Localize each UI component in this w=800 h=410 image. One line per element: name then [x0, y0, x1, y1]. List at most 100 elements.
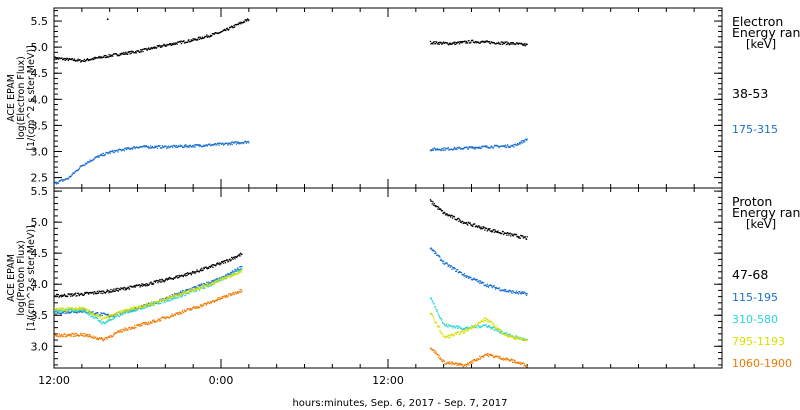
data-point: [481, 146, 483, 148]
data-point: [117, 330, 120, 332]
data-point: [435, 252, 437, 254]
data-point: [431, 42, 433, 44]
data-point: [148, 304, 150, 306]
data-point: [227, 275, 229, 277]
data-point: [178, 293, 181, 295]
data-point: [451, 361, 454, 363]
data-point: [238, 254, 240, 257]
data-point: [54, 182, 56, 185]
data-point: [133, 327, 135, 329]
data-point: [441, 360, 443, 362]
data-point: [165, 44, 167, 46]
data-point: [128, 309, 130, 311]
data-point: [238, 291, 240, 293]
data-point: [96, 293, 98, 295]
data-point: [166, 296, 168, 298]
data-point: [487, 229, 489, 231]
data-point: [83, 294, 85, 296]
data-point: [213, 301, 216, 303]
data-point: [198, 144, 200, 146]
data-point: [101, 337, 103, 340]
data-point: [120, 312, 122, 314]
data-point: [247, 140, 249, 143]
data-point: [173, 144, 175, 146]
data-point: [448, 214, 450, 216]
data-point: [482, 227, 485, 229]
data-point: [95, 315, 98, 317]
data-point: [222, 144, 225, 146]
data-point: [62, 58, 64, 60]
data-point: [210, 281, 212, 283]
data-point: [472, 326, 474, 328]
data-point: [465, 275, 467, 277]
data-point: [82, 308, 84, 310]
data-point: [462, 41, 464, 43]
data-point: [191, 288, 193, 290]
data-point: [82, 333, 84, 335]
data-point: [201, 37, 203, 40]
data-point: [106, 18, 109, 21]
data-point: [112, 318, 114, 320]
data-point: [81, 294, 84, 296]
data-point: [522, 337, 524, 339]
data-point: [495, 144, 498, 146]
data-point: [238, 268, 240, 271]
data-point: [195, 271, 197, 273]
data-point: [443, 41, 445, 43]
data-point: [525, 139, 528, 141]
data-point: [91, 315, 93, 317]
data-point: [474, 146, 476, 148]
data-point: [122, 287, 124, 289]
data-point: [112, 55, 114, 57]
data-point: [191, 289, 193, 291]
data-point: [486, 353, 488, 355]
data-point: [111, 150, 113, 153]
data-point: [500, 357, 502, 359]
data-point: [489, 147, 491, 149]
data-point: [147, 305, 149, 307]
y-tick-label: 4.5: [31, 67, 49, 80]
data-point: [245, 140, 247, 142]
data-point: [519, 338, 521, 340]
data-point: [467, 277, 469, 279]
data-point: [68, 308, 70, 311]
data-point: [172, 296, 174, 298]
data-point: [203, 37, 205, 39]
data-point: [200, 268, 202, 270]
data-point: [88, 293, 90, 295]
data-point: [224, 262, 227, 264]
data-point: [145, 322, 148, 324]
data-point: [187, 291, 190, 293]
data-point: [207, 267, 209, 269]
data-point: [121, 150, 123, 152]
data-point: [68, 312, 71, 314]
data-point: [170, 297, 172, 299]
data-point: [458, 363, 461, 365]
data-point: [78, 306, 80, 308]
data-point: [215, 280, 217, 282]
data-point: [437, 324, 439, 327]
data-point: [170, 296, 172, 298]
data-point: [125, 147, 127, 149]
data-point: [133, 309, 136, 311]
data-point: [236, 255, 239, 258]
data-point: [85, 162, 87, 164]
data-point: [212, 33, 214, 35]
data-point: [180, 40, 182, 42]
data-point: [484, 317, 486, 319]
data-point: [466, 275, 468, 277]
data-point: [145, 283, 147, 285]
data-point: [444, 214, 447, 216]
data-point: [457, 363, 459, 365]
data-point: [230, 141, 233, 143]
data-point: [230, 294, 232, 297]
data-point: [106, 338, 108, 340]
data-point: [438, 314, 440, 316]
data-point: [453, 41, 455, 44]
data-point: [240, 289, 242, 291]
data-point: [203, 284, 205, 286]
data-point: [472, 279, 474, 281]
data-point: [75, 332, 77, 334]
data-point: [154, 46, 156, 48]
data-point: [522, 139, 524, 142]
